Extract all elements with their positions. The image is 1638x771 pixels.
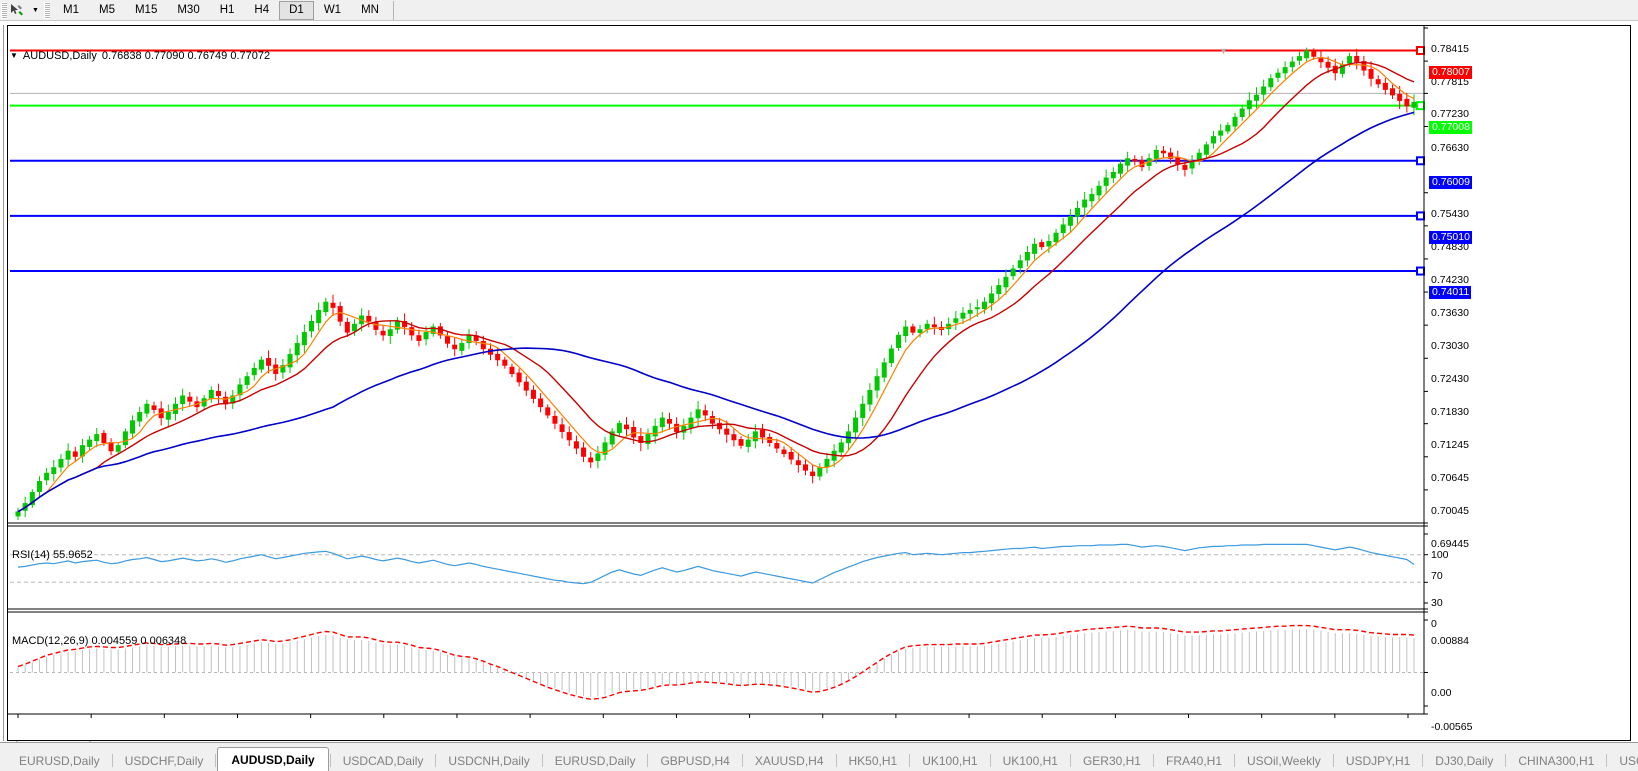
chart-left-grip (3, 25, 5, 741)
chart-tab-usoil-weekly[interactable]: USOil,Weekly (1247, 753, 1321, 768)
chart-symbol-header: ▼ AUDUSD,Daily 0.76838 0.77090 0.76749 0… (10, 49, 270, 63)
chart-tab-usdchf-daily[interactable]: USDCHF,Daily (124, 753, 204, 768)
tab-divider (835, 754, 837, 767)
tab-divider (329, 754, 331, 767)
chart-tabs: EURUSD,Daily USDCHF,Daily AUDUSD,Daily USDC… (0, 742, 1638, 771)
tab-divider (1606, 754, 1608, 767)
tab-divider (215, 754, 217, 767)
price-plot[interactable] (8, 26, 1630, 740)
chart-tab-hk50-h1[interactable]: HK50,H1 (848, 753, 898, 768)
tab-divider (647, 754, 649, 767)
tab-divider (1069, 754, 1071, 767)
chart-ohlc-values: 0.76838 0.77090 0.76749 0.77072 (101, 50, 271, 62)
tab-divider (111, 754, 113, 767)
chart-frame (7, 25, 1631, 741)
triangle-down-icon[interactable]: ▼ (10, 51, 18, 60)
chart-tab-uk100-h1[interactable]: UK100,H1 (1002, 753, 1058, 768)
tab-divider (1422, 754, 1424, 767)
chart-tab-uk100-h1[interactable]: UK100,H1 (922, 753, 978, 768)
chart-tab-bar: EURUSD,Daily USDCHF,Daily AUDUSD,Daily USDC… (0, 742, 1638, 771)
chart-tab-usdjpy-h1[interactable]: USDJPY,H1 (1345, 753, 1411, 768)
timeframe-button-w1[interactable]: W1 (323, 4, 342, 16)
tab-divider (909, 754, 911, 767)
timeframe-button-m30[interactable]: M30 (177, 4, 200, 16)
cursor-tools-icon[interactable] (7, 1, 29, 20)
chart-tab-ger30-h1[interactable]: GER30,H1 (1082, 753, 1141, 768)
timeframe-buttons: M1 M5 M15 M30 H1 H4 D1 W1 MN (53, 0, 389, 20)
chart-symbol-label: AUDUSD,Daily (22, 50, 97, 62)
toolbar-separator (44, 1, 50, 19)
timeframe-button-d1[interactable]: D1 (279, 0, 314, 20)
chart-tab-usoil-[interactable]: USOil, (1619, 753, 1638, 768)
tab-divider (1152, 754, 1154, 767)
chart-tab-dj30-daily[interactable]: DJ30,Daily (1435, 753, 1494, 768)
timeframe-button-m1[interactable]: M1 (63, 4, 79, 16)
tab-divider (1234, 754, 1236, 767)
chart-tab-audusd-daily[interactable]: AUDUSD,Daily (217, 747, 329, 771)
chart-tab-xauusd-h4[interactable]: XAUUSD,H4 (754, 753, 824, 768)
chart-tab-fra40-h1[interactable]: FRA40,H1 (1165, 753, 1223, 768)
tab-divider (1332, 754, 1334, 767)
timeframe-button-h4[interactable]: H4 (254, 4, 270, 16)
tab-divider (741, 754, 743, 767)
tab-divider (989, 754, 991, 767)
tab-divider (435, 754, 437, 767)
timeframe-button-h1[interactable]: H1 (219, 4, 235, 16)
timeframe-button-m15[interactable]: M15 (134, 4, 158, 16)
chart-tab-usdcad-daily[interactable]: USDCAD,Daily (342, 753, 424, 768)
toolbar: ▼ M1 M5 M15 M30 H1 H4 D1 W1 MN (0, 0, 1638, 21)
toolbar-drag-handle[interactable] (1, 1, 7, 19)
chart-tab-eurusd-daily[interactable]: EURUSD,Daily (19, 753, 100, 768)
chart-tab-usdcnh-daily[interactable]: USDCNH,Daily (448, 753, 530, 768)
chart-tab-eurusd-daily[interactable]: EURUSD,Daily (554, 753, 636, 768)
toolbar-end-separator (392, 0, 394, 20)
tab-divider (541, 754, 543, 767)
timeframe-button-mn[interactable]: MN (361, 4, 379, 16)
chart-tab-gbpusd-h4[interactable]: GBPUSD,H4 (660, 753, 730, 768)
chart-tab-china300-h1[interactable]: CHINA300,H1 (1518, 753, 1595, 768)
chevron-down-icon[interactable]: ▼ (32, 6, 39, 14)
timeframe-button-m5[interactable]: M5 (98, 4, 115, 16)
chart-container[interactable]: ▼ AUDUSD,Daily 0.76838 0.77090 0.76749 0… (0, 21, 1638, 751)
tab-divider (1505, 754, 1507, 767)
